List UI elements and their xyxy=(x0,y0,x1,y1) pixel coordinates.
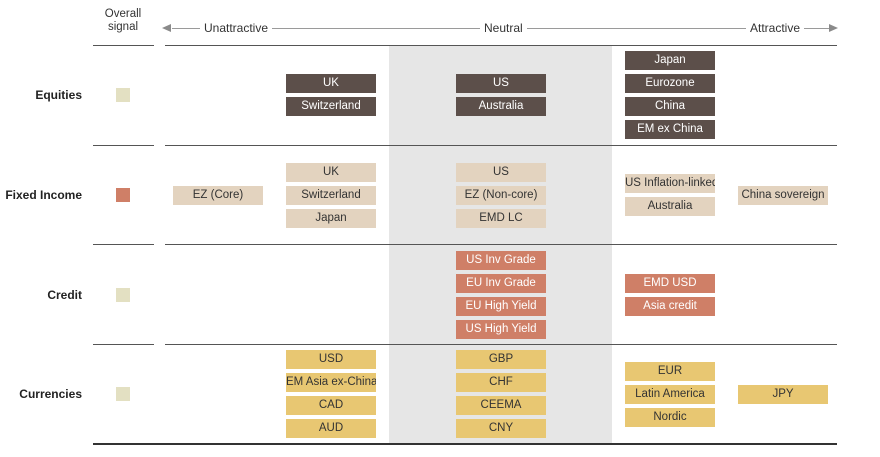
signal-square-equities xyxy=(116,88,130,102)
currencies-eur-tag: EUR xyxy=(625,362,715,381)
overall-signal-header-text: Overall signal xyxy=(104,8,142,33)
currencies-nordic-tag: Nordic xyxy=(625,408,715,427)
equities-japan-tag: Japan xyxy=(625,51,715,70)
row-divider-right xyxy=(165,244,837,245)
credit-eu-high-yield-tag: EU High Yield xyxy=(456,297,546,316)
signal-square-currencies xyxy=(116,387,130,401)
arrow-left-icon xyxy=(162,24,171,32)
fixed-income-uk-tag: UK xyxy=(286,163,376,182)
attractive-label: Attractive xyxy=(746,21,805,35)
equities-australia-tag: Australia xyxy=(456,97,546,116)
currencies-gbp-tag: GBP xyxy=(456,350,546,369)
currencies-cny-tag: CNY xyxy=(456,419,546,438)
fixed-income-australia-tag: Australia xyxy=(625,197,715,216)
equities-us-tag: US xyxy=(456,74,546,93)
fixed-income-china-sovereign-tag: China sovereign xyxy=(738,186,828,205)
header-rule-left xyxy=(93,45,154,46)
credit-us-high-yield-tag: US High Yield xyxy=(456,320,546,339)
row-divider-right xyxy=(165,344,837,345)
unattractive-label: Unattractive xyxy=(200,21,273,35)
arrow-right-icon xyxy=(829,24,838,32)
currencies-aud-tag: AUD xyxy=(286,419,376,438)
equities-china-tag: China xyxy=(625,97,715,116)
fixed-income-emd-lc-tag: EMD LC xyxy=(456,209,546,228)
signal-square-credit xyxy=(116,288,130,302)
fixed-income-switzerland-tag: Switzerland xyxy=(286,186,376,205)
row-label-credit: Credit xyxy=(47,288,82,302)
credit-asia-credit-tag: Asia credit xyxy=(625,297,715,316)
row-divider-left xyxy=(93,244,154,245)
credit-us-inv-grade-tag: US Inv Grade xyxy=(456,251,546,270)
equities-em-ex-china-tag: EM ex China xyxy=(625,120,715,139)
fixed-income-ez-core-tag: EZ (Core) xyxy=(173,186,263,205)
equities-switzerland-tag: Switzerland xyxy=(286,97,376,116)
neutral-label: Neutral xyxy=(480,21,527,35)
header-rule-right xyxy=(165,45,837,46)
currencies-latin-america-tag: Latin America xyxy=(625,385,715,404)
fixed-income-us-inflation-linked-tag: US Inflation-linked xyxy=(625,174,715,193)
fixed-income-us-tag: US xyxy=(456,163,546,182)
row-divider-left xyxy=(93,145,154,146)
fixed-income-ez-non-core-tag: EZ (Non-core) xyxy=(456,186,546,205)
row-label-fixed-income: Fixed Income xyxy=(5,188,82,202)
bottom-rule xyxy=(93,443,837,445)
equities-eurozone-tag: Eurozone xyxy=(625,74,715,93)
row-divider-left xyxy=(93,344,154,345)
row-label-equities: Equities xyxy=(35,88,82,102)
currencies-chf-tag: CHF xyxy=(456,373,546,392)
row-divider-right xyxy=(165,145,837,146)
currencies-usd-tag: USD xyxy=(286,350,376,369)
fixed-income-japan-tag: Japan xyxy=(286,209,376,228)
equities-uk-tag: UK xyxy=(286,74,376,93)
currencies-jpy-tag: JPY xyxy=(738,385,828,404)
currencies-em-asia-ex-china-tag: EM Asia ex-China xyxy=(286,373,376,392)
currencies-cad-tag: CAD xyxy=(286,396,376,415)
credit-eu-inv-grade-tag: EU Inv Grade xyxy=(456,274,546,293)
signal-square-fixed-income xyxy=(116,188,130,202)
currencies-ceema-tag: CEEMA xyxy=(456,396,546,415)
credit-emd-usd-tag: EMD USD xyxy=(625,274,715,293)
overall-signal-header: Overall signal xyxy=(96,8,150,34)
row-label-currencies: Currencies xyxy=(19,387,82,401)
